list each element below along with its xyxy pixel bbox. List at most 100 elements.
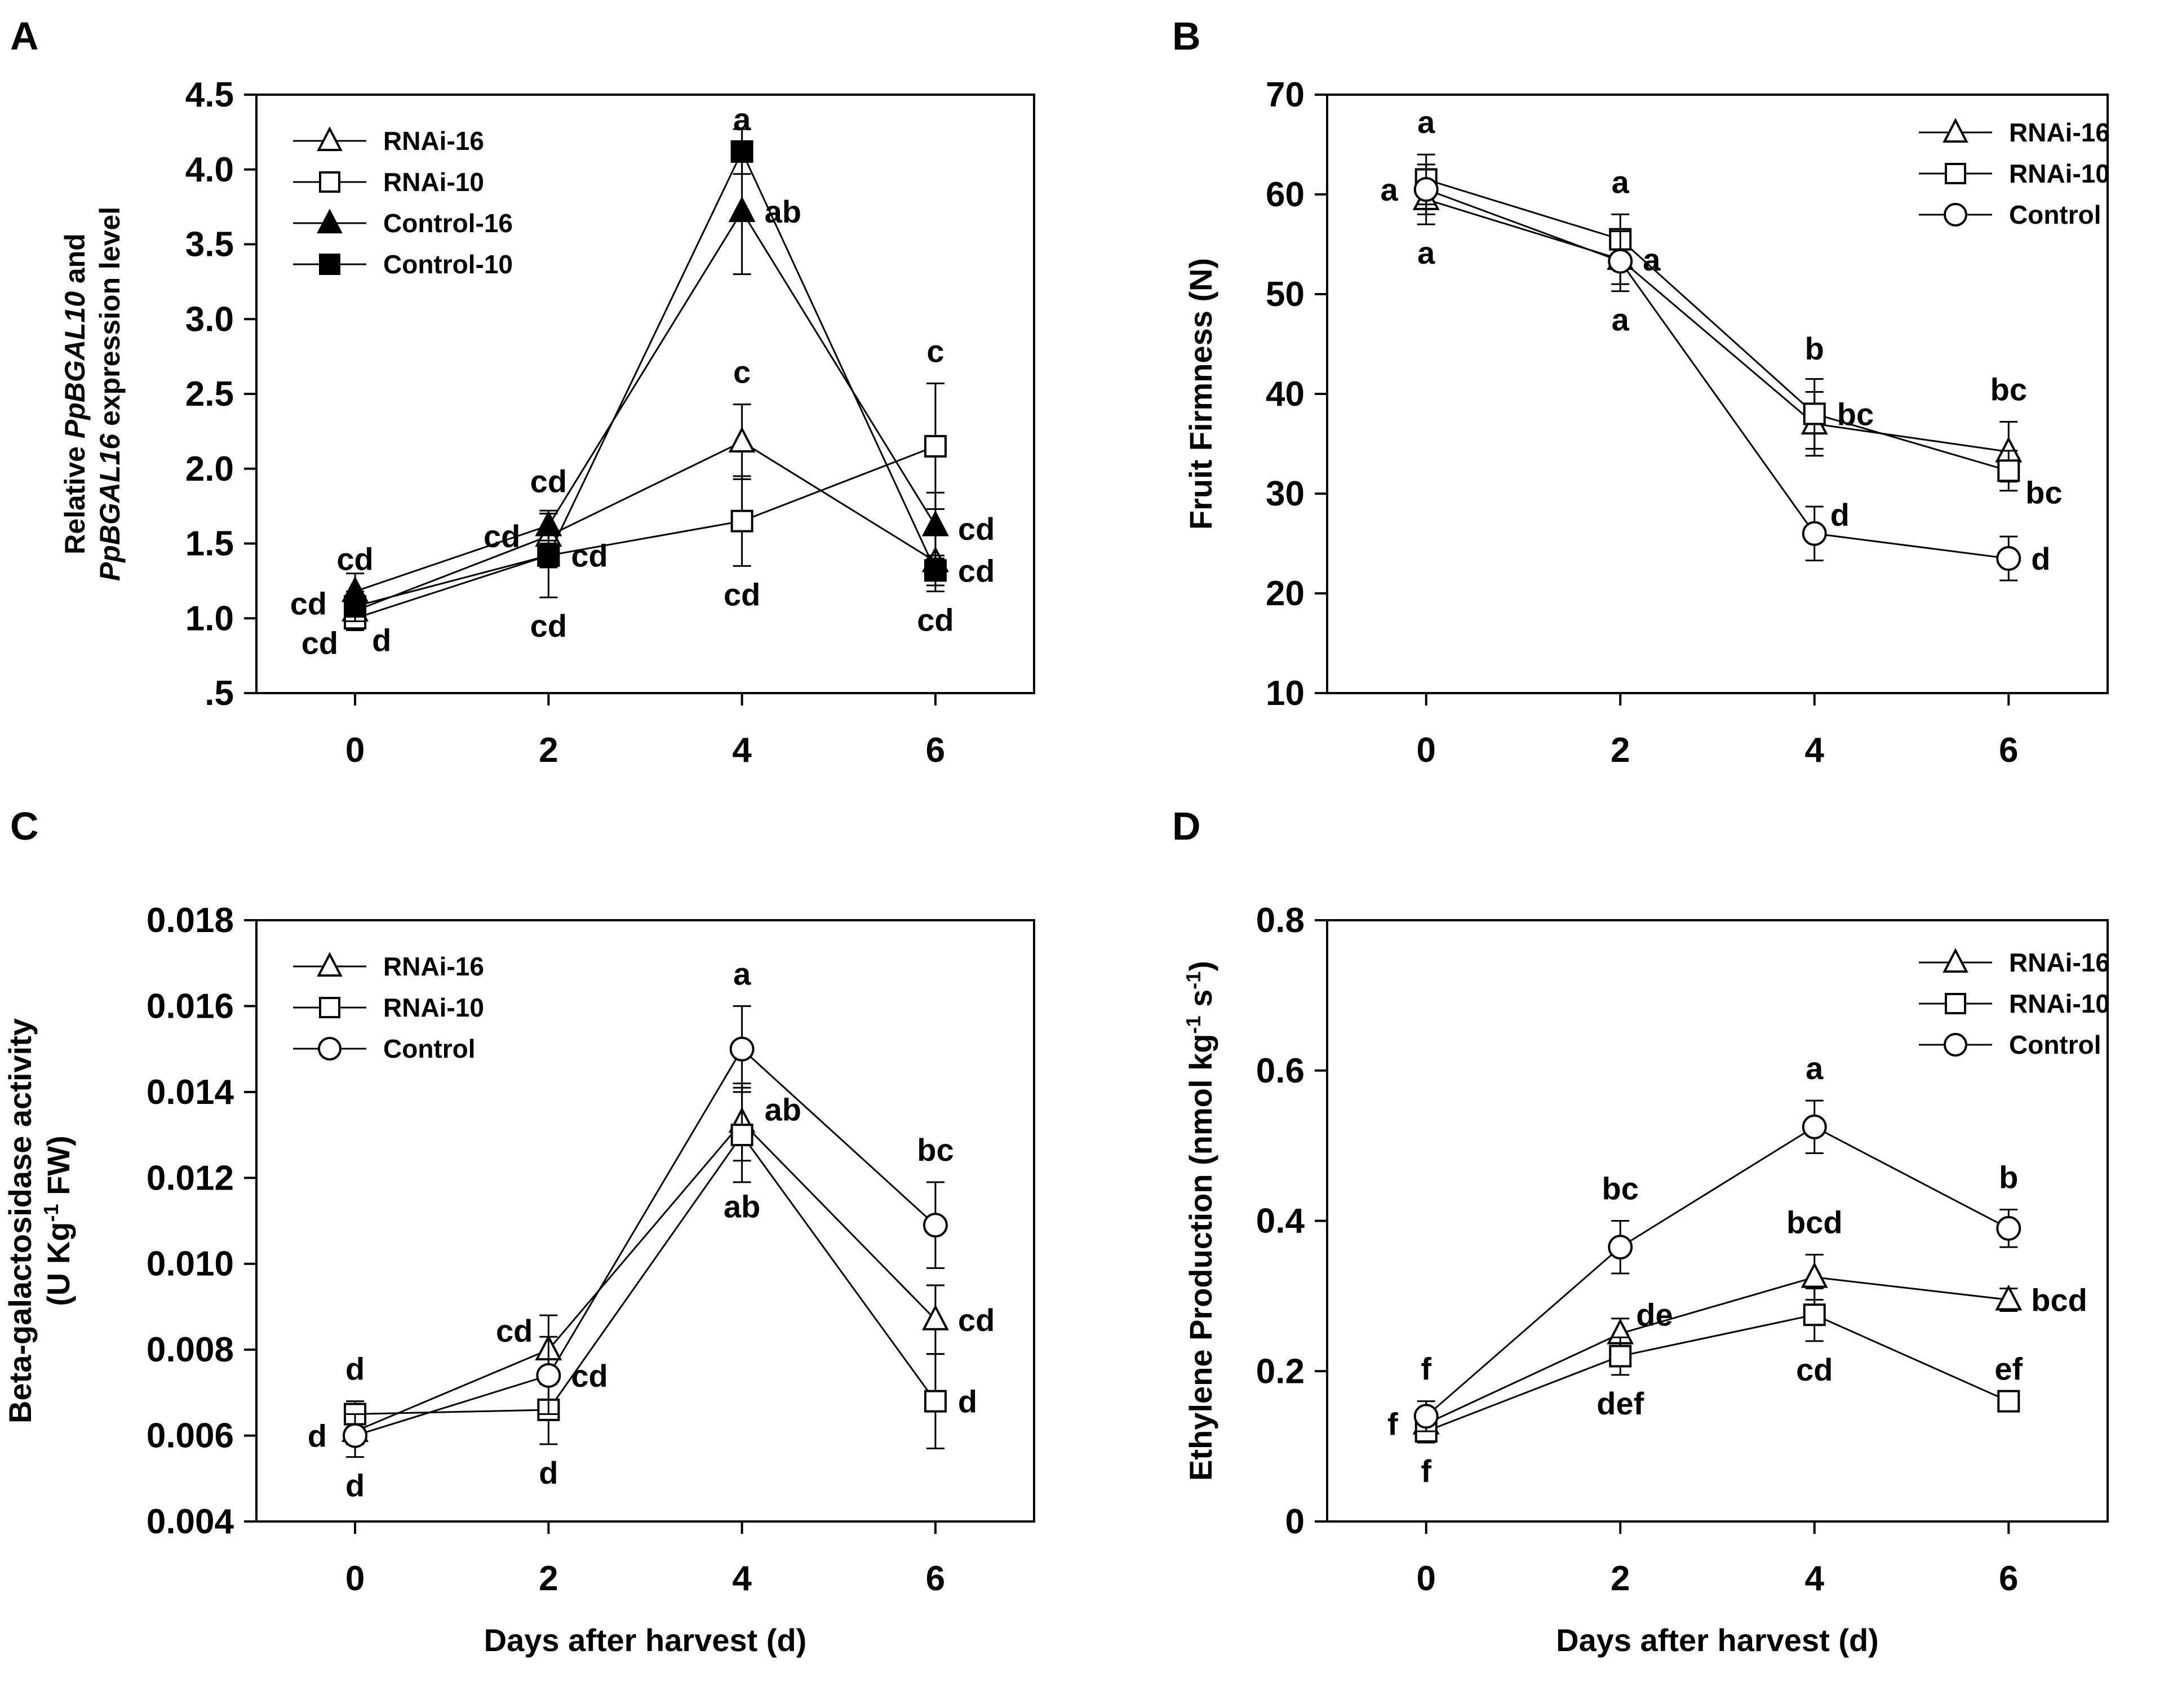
panel-b-significance-letter: d (2031, 541, 2050, 576)
panel-a-legend-label: RNAi-16 (383, 126, 484, 156)
panel-a-significance-letter: cd (958, 511, 995, 547)
panel-a-series-line (354, 210, 937, 592)
panel-d-legend: RNAi-16 RNAi-10 Control (1919, 948, 2110, 1059)
panel-d-series-line (1426, 1314, 2009, 1432)
panel-b-letter: B (1172, 14, 1201, 58)
panel-c-xtick-label: 2 (539, 1559, 558, 1598)
panel-a-xtick-label: 6 (926, 731, 945, 770)
panel-b-xtick-label: 2 (1611, 731, 1630, 770)
panel-c-significance-letter: ab (765, 1092, 801, 1127)
panel-b-significance-letter: a (1417, 235, 1435, 270)
panel-d-ytick-label: 0.4 (1256, 1202, 1305, 1241)
panel-b-ytick-label: 70 (1266, 76, 1305, 114)
panel-b-xtick-label: 0 (1416, 731, 1435, 770)
panel-a-data-point (730, 140, 753, 163)
panel-d-ytick-label: 0.6 (1256, 1052, 1305, 1090)
panel-c-ytick-label: 0.012 (147, 1159, 234, 1197)
panel-c-significance-letter: d (345, 1351, 365, 1387)
panel-d-legend-label: Control (2009, 1030, 2101, 1059)
panel-d-data-point (1803, 1303, 1826, 1327)
panel-a-legend-marker (317, 208, 343, 234)
panel-a-data-point (730, 509, 753, 533)
panel-c-series-line (354, 1120, 936, 1432)
panel-c-significance-letter: cd (571, 1358, 607, 1394)
panel-a-significance-letter: cd (484, 518, 520, 554)
panel-c-significance-letter: d (308, 1418, 327, 1454)
panel-d-legend-label: RNAi-16 (2009, 948, 2110, 977)
panel-d-ytick-label: 0.2 (1256, 1352, 1305, 1391)
panel-b-xtick-label: 4 (1805, 731, 1825, 770)
panel-d-data-point (1997, 1390, 2020, 1413)
panel-d-significance-letter: f (1421, 1351, 1431, 1387)
panel-a-legend-label: Control-16 (383, 208, 513, 238)
panel-c-significance-letter: d (539, 1455, 558, 1490)
panel-c-data-point (923, 1213, 948, 1238)
panel-a-data-point (537, 544, 560, 567)
panel-b-significance-letter: bc (1990, 372, 2027, 407)
panel-a-significance-letter: cd (724, 576, 760, 612)
panel-c-data-point (729, 1036, 755, 1062)
panel-a-data-point (924, 434, 947, 458)
panel-a-significance-letter: cd (958, 553, 995, 588)
panel-a-xtick-label: 2 (539, 731, 558, 770)
panel-a-significance-letter: c (926, 333, 944, 369)
panel-a-ytick-label: 2.5 (185, 375, 234, 414)
panel-b-significance-letter: a (1643, 242, 1661, 277)
panel-c-legend-label: RNAi-16 (383, 952, 484, 981)
panel-c-significance-letter: d (958, 1384, 977, 1419)
panel-b-ytick-label: 60 (1266, 175, 1305, 214)
panel-b-ytick-label: 40 (1266, 375, 1305, 414)
panel-c-legend: RNAi-16 RNAi-10 Control (293, 952, 484, 1063)
panel-c-data-point (921, 1304, 949, 1330)
panel-a-ytick-label: 4.5 (185, 76, 234, 114)
panel-c-ytick-label: 0.006 (147, 1417, 234, 1456)
panel-c-xtick-label: 6 (926, 1559, 945, 1598)
panel-a: A .5 1.0 1.5 2.0 2.5 3.0 3.5 4.0 4.5 0 2 4 6 Relative … (10, 14, 1035, 770)
panel-a-legend: RNAi-16 RNAi-10 Control-16 Control-10 (293, 126, 513, 279)
panel-a-series-line (354, 445, 936, 619)
panel-a-significance-letter: cd (530, 463, 567, 499)
panel-b-data-point (1997, 459, 2020, 482)
panel-c-y-axis-title-line2: (U Kg-1 FW) (39, 1135, 77, 1306)
panel-d-xtick-label: 0 (1416, 1559, 1435, 1598)
panel-b-xtick-label: 6 (1999, 731, 2018, 770)
panel-a-data-point (921, 510, 949, 536)
panel-c-data-point (343, 1423, 368, 1448)
panel-d: D 0 0.2 0.4 0.6 0.8 0 2 4 6 Days after harvest (d)… (1172, 804, 2110, 1658)
panel-c-ytick-label: 0.016 (147, 987, 234, 1026)
panel-d-significance-letter: bcd (2031, 1283, 2087, 1318)
panel-d-letter: D (1172, 804, 1201, 848)
panel-a-significance-letter: cd (530, 608, 567, 644)
panel-d-plot-frame (1326, 919, 2109, 1523)
panel-d-data-point (1608, 1235, 1633, 1260)
panel-b-legend-marker (1945, 163, 1966, 184)
panel-b-legend-marker (1943, 118, 1968, 143)
panel-b-legend-label: RNAi-16 (2009, 118, 2110, 147)
panel-d-data-point (1995, 1284, 2023, 1311)
panel-c-series-rnai-10 (344, 1086, 947, 1449)
panel-d-data-point (1609, 1345, 1632, 1368)
panel-a-y-axis-title-line1: Relative PpBGAL10 and (59, 233, 91, 554)
panel-a-data-point (728, 196, 756, 223)
panel-c-xtick-label: 4 (732, 1559, 752, 1598)
panel-a-data-point (924, 559, 947, 582)
panel-b-significance-letter: b (1805, 331, 1824, 366)
panel-a-xtick-label: 4 (732, 731, 752, 770)
panel-a-significance-letter: cd (917, 602, 954, 637)
panel-c-legend-marker (319, 997, 340, 1018)
panel-d-ytick-label: 0 (1285, 1502, 1305, 1541)
panel-d-significance-letter: f (1421, 1453, 1431, 1489)
panel-c-series-control (343, 1005, 948, 1458)
panel-a-ytick-label: 3.0 (185, 300, 234, 339)
panel-d-legend-marker (1944, 1033, 1967, 1057)
panel-c-ytick-label: 0.008 (147, 1330, 234, 1369)
panel-a-data-point (535, 510, 562, 536)
panel-c-significance-letter: ab (724, 1188, 760, 1224)
panel-c-significance-letter: d (345, 1468, 365, 1503)
panel-c-series-line (354, 1048, 936, 1437)
panel-a-significance-letter: ab (765, 194, 801, 229)
panel-d-xtick-label: 6 (1999, 1559, 2018, 1598)
panel-b-data-point (1803, 402, 1826, 425)
panel-b-series-control (1413, 163, 2021, 582)
panel-a-series-line (354, 149, 937, 607)
